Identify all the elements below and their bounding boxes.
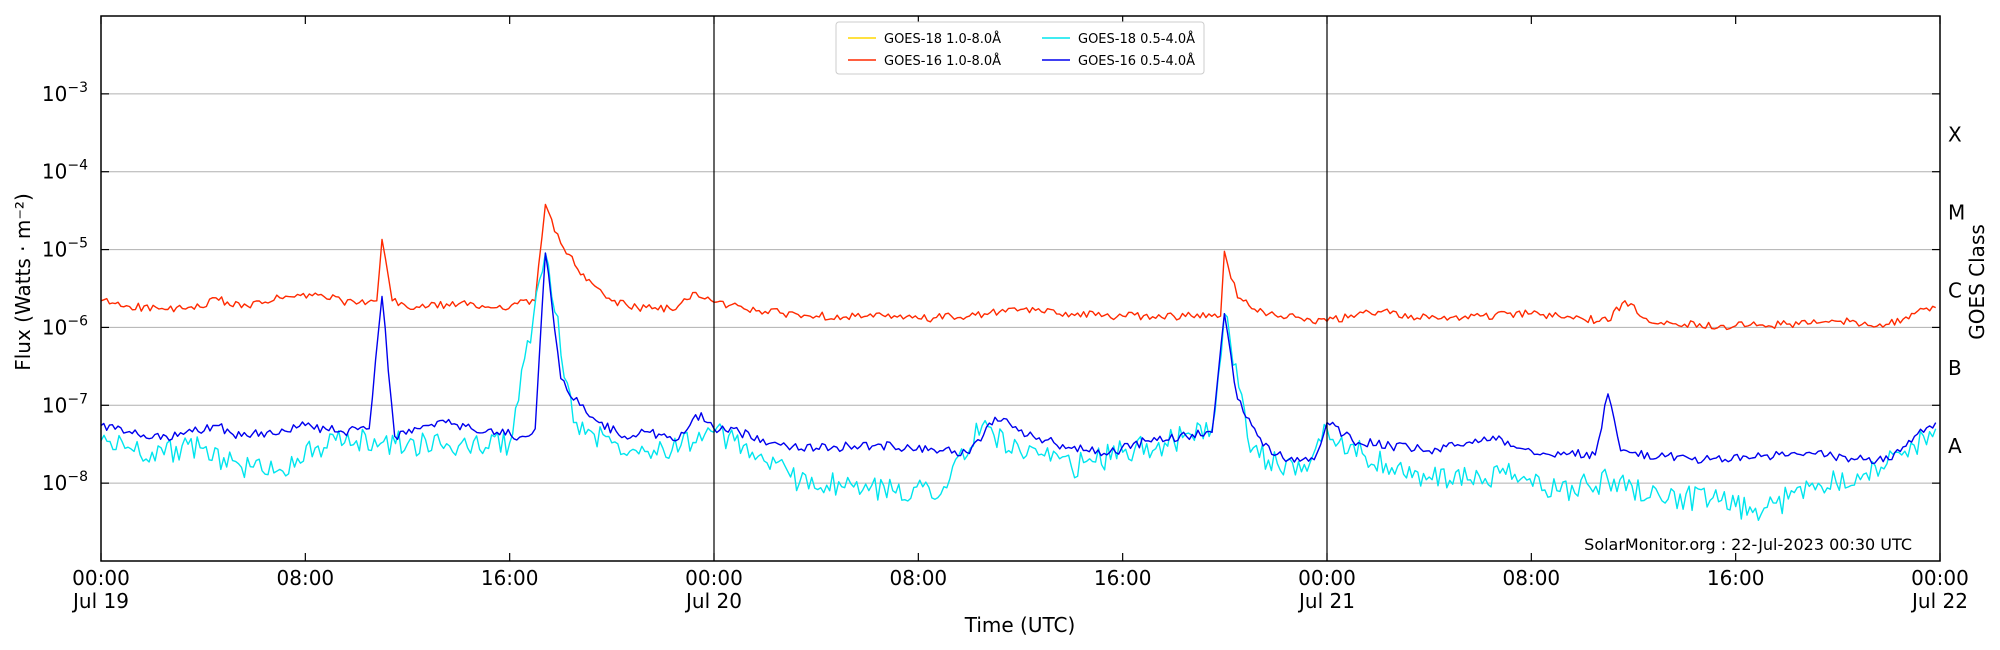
grid-lines	[101, 93, 1940, 484]
day-boundary-lines	[713, 16, 1328, 561]
x-tick-label: 00:00	[685, 566, 743, 590]
goes-class-a: A	[1948, 434, 1962, 458]
x-axis-label: Time (UTC)	[964, 613, 1076, 637]
legend-label: GOES-18 1.0-8.0Å	[884, 31, 1001, 47]
legend-label: GOES-16 1.0-8.0Å	[884, 53, 1001, 69]
y-tick-label: 10−3	[42, 80, 88, 106]
legend-box	[835, 21, 1205, 75]
goes-class-m: M	[1948, 200, 1965, 224]
goes-class-x: X	[1948, 123, 1962, 147]
goes-class-axis-label: GOES Class	[1965, 224, 1989, 340]
y-axis-label: Flux (Watts · m⁻²)	[11, 193, 35, 371]
goes-class-b: B	[1948, 356, 1962, 380]
series-line-2	[100, 252, 1937, 521]
y-tick-labels: 10−8 10−7 10−6 10−5 10−4 10−3	[42, 80, 88, 495]
goes-class-c: C	[1948, 278, 1962, 302]
x-tick-label: 16:00	[1094, 566, 1152, 590]
y-tick-label: 10−4	[42, 158, 88, 184]
series-line-3	[100, 252, 1937, 464]
x-tick-label: 00:00	[72, 566, 130, 590]
plot-frame	[100, 15, 1941, 562]
y-tick-label: 10−8	[42, 469, 88, 495]
series-lines	[100, 203, 1937, 521]
x-tick-label: 00:00	[1911, 566, 1969, 590]
x-tick-label: 16:00	[1707, 566, 1765, 590]
x-tick-label: 08:00	[1503, 566, 1561, 590]
y-tick-label: 10−7	[42, 391, 88, 417]
legend-label: GOES-18 0.5-4.0Å	[1078, 31, 1195, 47]
y-tick-label: 10−6	[42, 313, 88, 339]
axis-ticks	[100, 16, 1941, 561]
legend-label: GOES-16 0.5-4.0Å	[1078, 53, 1195, 69]
legend: GOES-18 1.0-8.0Å GOES-16 1.0-8.0Å GOES-18 …	[835, 21, 1205, 75]
series-line-1	[100, 203, 1936, 331]
x-tick-date-label: Jul 19	[71, 589, 129, 613]
x-tick-label: 08:00	[277, 566, 335, 590]
goes-class-labels: A B C M X	[1948, 123, 1965, 458]
x-tick-date-label: Jul 22	[1910, 589, 1968, 613]
credit-text: SolarMonitor.org : 22-Jul-2023 00:30 UTC	[1584, 535, 1912, 554]
x-tick-label: 00:00	[1298, 566, 1356, 590]
x-tick-date-label: Jul 21	[1297, 589, 1355, 613]
y-tick-label: 10−5	[42, 236, 88, 262]
x-tick-date-label: Jul 20	[684, 589, 742, 613]
x-tick-label: 08:00	[890, 566, 948, 590]
x-tick-label: 16:00	[481, 566, 539, 590]
